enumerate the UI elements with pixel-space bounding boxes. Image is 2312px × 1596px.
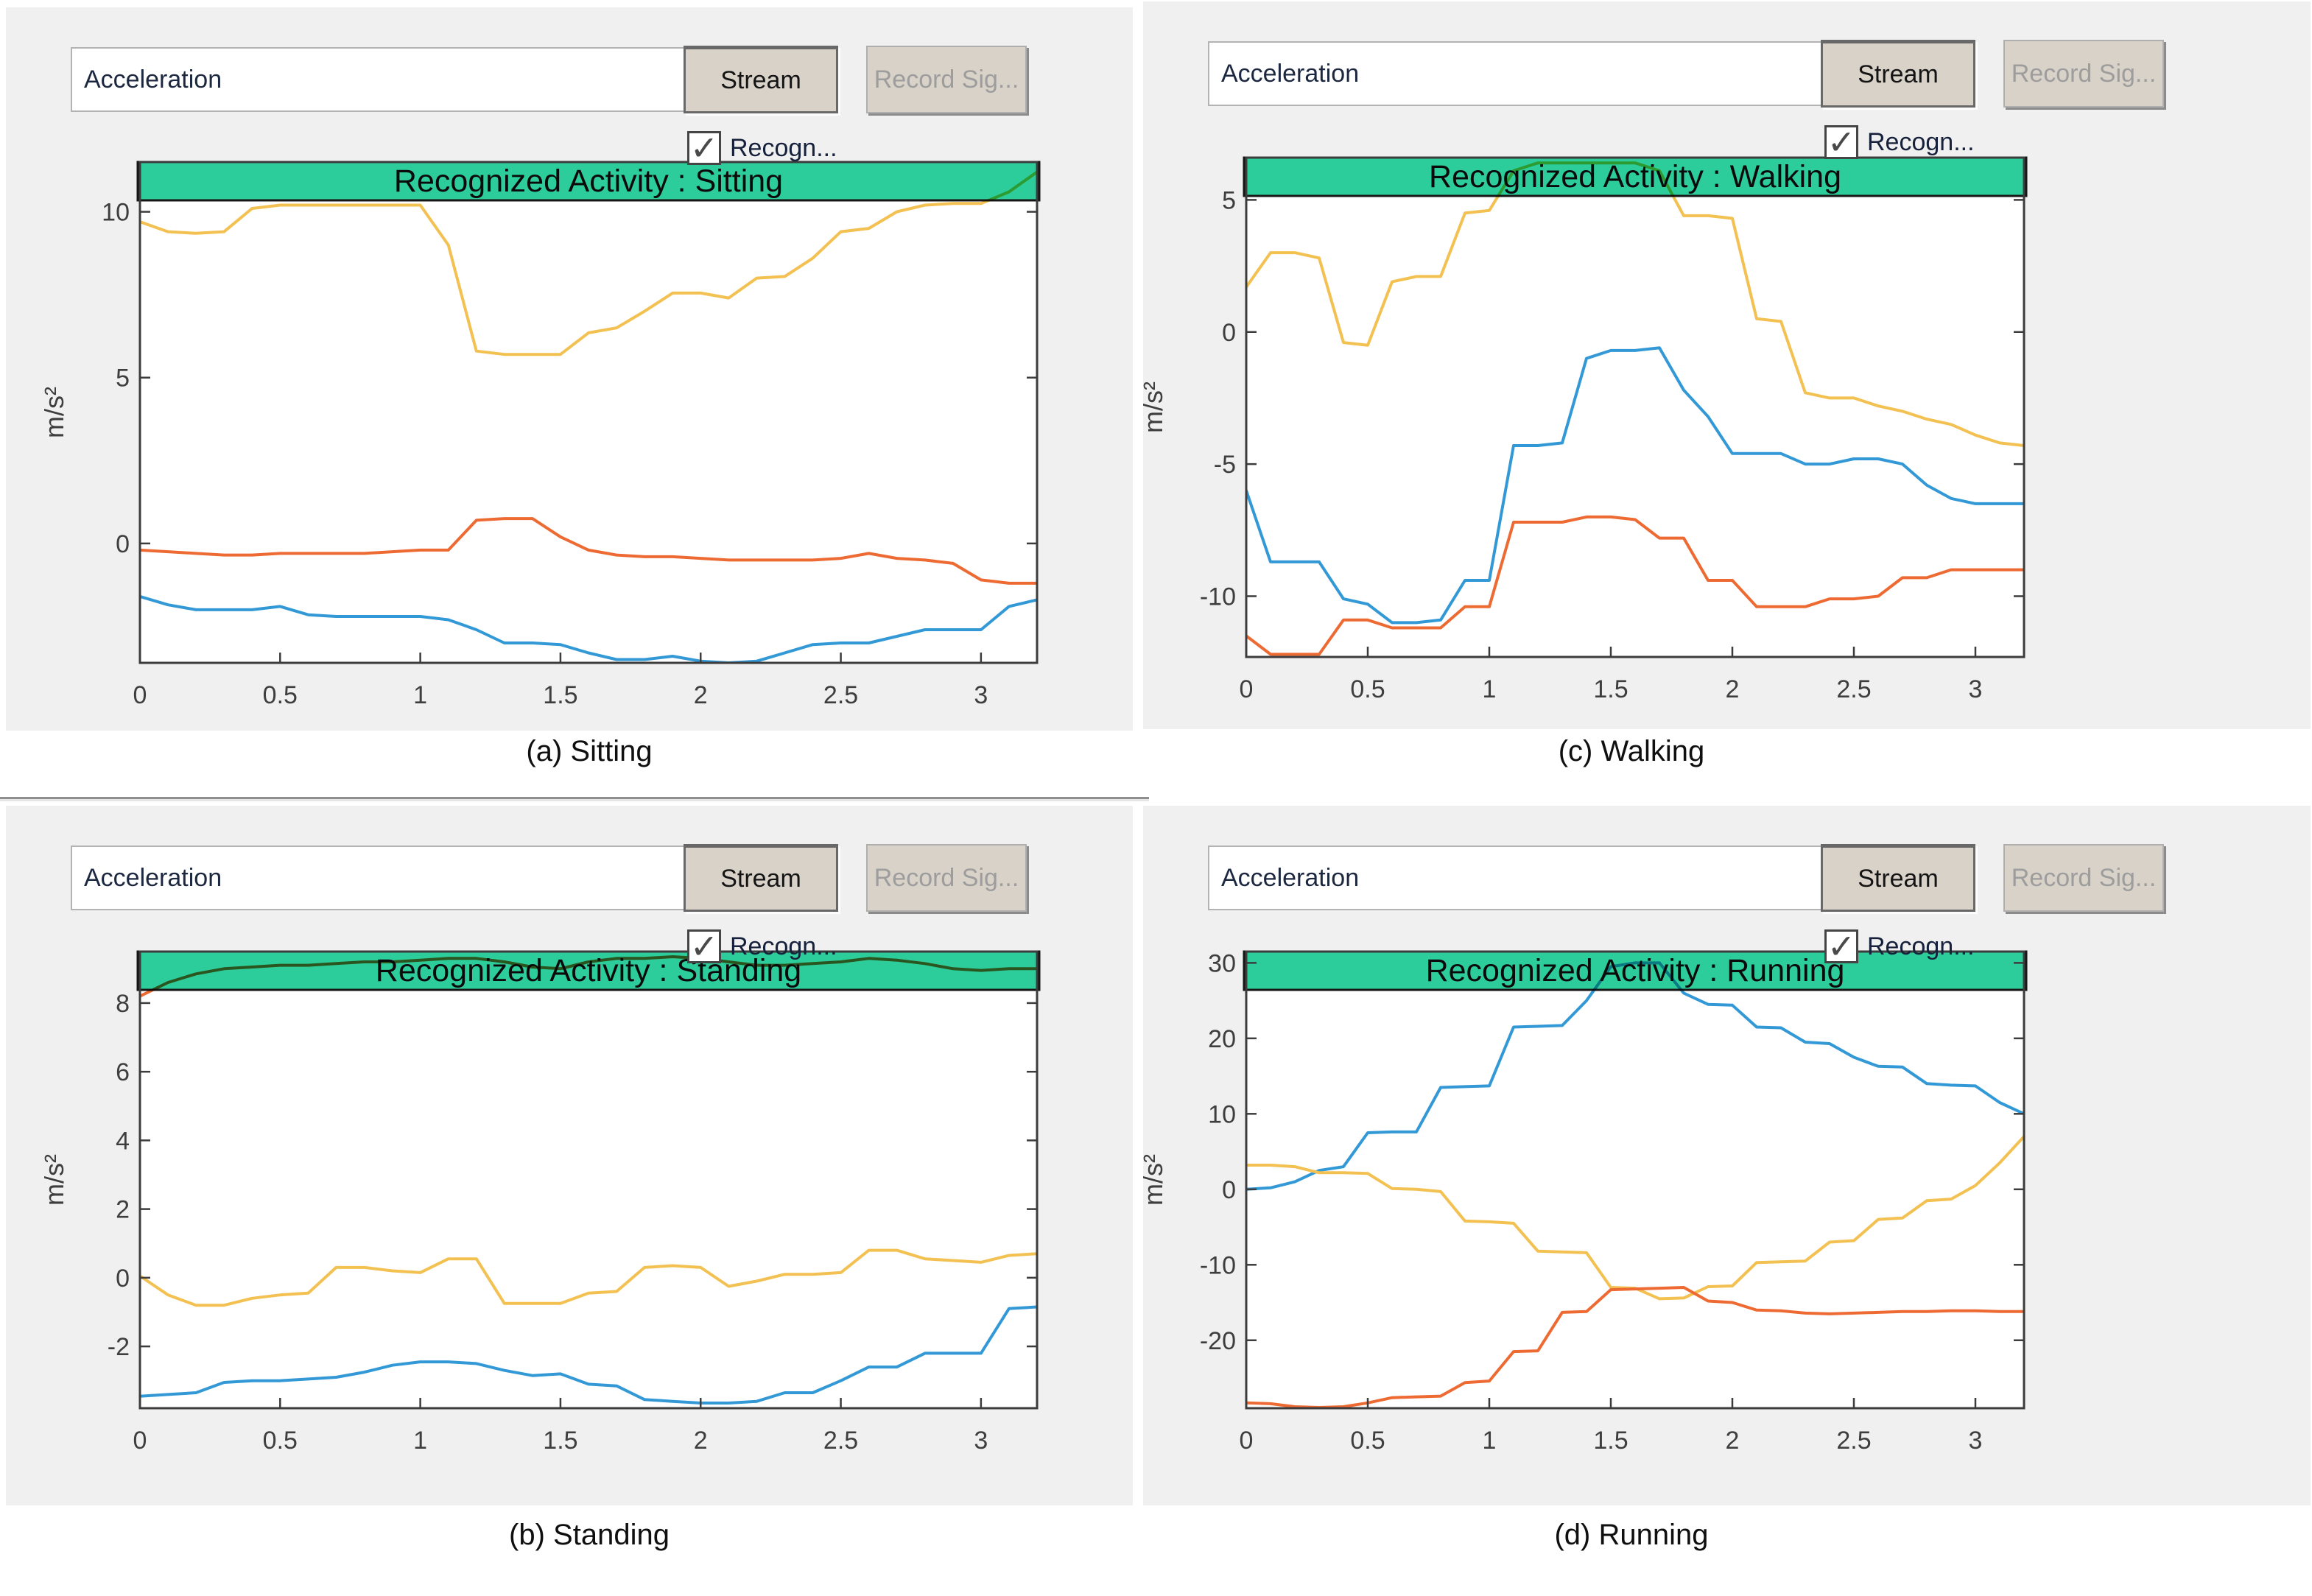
svg-text:-20: -20 xyxy=(1200,1327,1236,1355)
svg-text:0.5: 0.5 xyxy=(1350,675,1385,703)
svg-text:2: 2 xyxy=(116,1196,130,1224)
svg-text:0: 0 xyxy=(1222,1176,1236,1204)
svg-text:0: 0 xyxy=(133,1427,147,1455)
svg-text:0: 0 xyxy=(1222,319,1236,347)
panel-caption: (d) Running xyxy=(1554,1519,1709,1551)
activity-chart: 10 5 0 0 0.5 1 1.5 2 2.5 3 Recognized Activity : S… xyxy=(39,161,1041,709)
svg-text:2.5: 2.5 xyxy=(823,681,858,709)
stream-button[interactable]: Stream xyxy=(1821,40,1975,108)
svg-text:1.5: 1.5 xyxy=(1593,675,1628,703)
activity-panel: 10 5 0 0 0.5 1 1.5 2 2.5 3 Recognized Activity : S… xyxy=(6,7,1133,731)
recognize-checkbox-row: ✓ Recogn... xyxy=(1824,125,1975,159)
svg-text:10: 10 xyxy=(102,199,130,227)
svg-text:20: 20 xyxy=(1208,1025,1236,1053)
sensor-dropdown[interactable]: Acceleration ⌄ xyxy=(71,47,742,112)
svg-text:1: 1 xyxy=(1483,1427,1497,1455)
stream-button[interactable]: Stream xyxy=(684,844,838,912)
svg-text:2: 2 xyxy=(1726,675,1740,703)
svg-text:1.5: 1.5 xyxy=(543,1427,577,1455)
recognize-checkbox-row: ✓ Recogn... xyxy=(687,131,837,165)
svg-text:2.5: 2.5 xyxy=(1836,1427,1871,1455)
activity-chart: 5 0 -5 -10 0 0.5 1 1.5 2 2.5 3 Recognized Activity … xyxy=(1143,156,2028,703)
svg-text:5: 5 xyxy=(1222,186,1236,214)
recognize-checkbox-row: ✓ Recogn... xyxy=(1824,929,1975,963)
recognize-checkbox[interactable]: ✓ xyxy=(687,131,721,165)
record-signal-button[interactable]: Record Sig... xyxy=(866,844,1027,912)
recognize-checkbox-label: Recogn... xyxy=(730,133,837,162)
svg-text:4: 4 xyxy=(116,1127,130,1155)
sensor-dropdown[interactable]: Acceleration ⌄ xyxy=(1208,846,1880,910)
svg-text:-5: -5 xyxy=(1214,451,1236,479)
stream-button[interactable]: Stream xyxy=(1821,844,1975,912)
svg-text:1.5: 1.5 xyxy=(1593,1427,1628,1455)
svg-text:Recognized Activity : Standing: Recognized Activity : Standing xyxy=(376,953,801,988)
svg-text:2.5: 2.5 xyxy=(823,1427,858,1455)
svg-text:0: 0 xyxy=(133,681,147,709)
svg-text:1: 1 xyxy=(413,1427,427,1455)
svg-text:Recognized Activity : Walking: Recognized Activity : Walking xyxy=(1429,159,1841,194)
svg-text:1: 1 xyxy=(1483,675,1497,703)
svg-text:m/s²: m/s² xyxy=(39,387,69,438)
panel-caption: (c) Walking xyxy=(1558,735,1705,767)
svg-text:1: 1 xyxy=(413,681,427,709)
svg-text:2: 2 xyxy=(1726,1427,1740,1455)
panel-caption: (b) Standing xyxy=(509,1519,670,1551)
sensor-dropdown-value: Acceleration xyxy=(84,65,222,94)
svg-text:3: 3 xyxy=(1969,1427,1983,1455)
svg-text:0.5: 0.5 xyxy=(263,1427,298,1455)
sensor-dropdown-value: Acceleration xyxy=(84,863,222,892)
sensor-dropdown-value: Acceleration xyxy=(1221,59,1360,88)
sensor-dropdown-value: Acceleration xyxy=(1221,863,1360,892)
svg-text:m/s²: m/s² xyxy=(1143,1154,1168,1206)
sensor-dropdown[interactable]: Acceleration ⌄ xyxy=(1208,41,1880,106)
svg-text:m/s²: m/s² xyxy=(39,1154,69,1206)
activity-panel: 30 20 10 0 -10 -20 0 0.5 1 1.5 2 2.5 3 Recognized Act… xyxy=(1143,806,2311,1505)
svg-text:Recognized Activity : Sitting: Recognized Activity : Sitting xyxy=(394,164,783,199)
svg-text:Recognized Activity : Running: Recognized Activity : Running xyxy=(1426,953,1845,988)
panel-caption: (a) Sitting xyxy=(526,735,653,767)
svg-text:30: 30 xyxy=(1208,949,1236,977)
svg-text:3: 3 xyxy=(1969,675,1983,703)
activity-chart: 8 6 4 2 0 -2 0 0.5 1 1.5 2 2.5 3 Recognized Activity … xyxy=(39,950,1041,1455)
recognize-checkbox-label: Recogn... xyxy=(1867,127,1975,156)
svg-text:0: 0 xyxy=(1240,1427,1254,1455)
recognize-checkbox[interactable]: ✓ xyxy=(687,929,721,963)
svg-text:8: 8 xyxy=(116,990,130,1018)
svg-text:-10: -10 xyxy=(1200,583,1236,611)
svg-text:10: 10 xyxy=(1208,1100,1236,1128)
svg-text:3: 3 xyxy=(974,1427,988,1455)
stream-button[interactable]: Stream xyxy=(684,46,838,113)
activity-panel: 5 0 -5 -10 0 0.5 1 1.5 2 2.5 3 Recognized Activity … xyxy=(1143,1,2311,729)
sensor-dropdown[interactable]: Acceleration ⌄ xyxy=(71,846,742,910)
recognize-checkbox-label: Recogn... xyxy=(730,932,837,960)
svg-text:1.5: 1.5 xyxy=(543,681,577,709)
recognize-checkbox-row: ✓ Recogn... xyxy=(687,929,837,963)
svg-text:0.5: 0.5 xyxy=(263,681,298,709)
record-signal-button[interactable]: Record Sig... xyxy=(2003,844,2164,912)
svg-text:2.5: 2.5 xyxy=(1836,675,1871,703)
svg-text:5: 5 xyxy=(116,365,130,393)
activity-chart: 30 20 10 0 -10 -20 0 0.5 1 1.5 2 2.5 3 Recognized Act… xyxy=(1143,949,2028,1455)
svg-text:6: 6 xyxy=(116,1058,130,1086)
record-signal-button[interactable]: Record Sig... xyxy=(2003,40,2164,108)
svg-text:2: 2 xyxy=(694,681,708,709)
svg-text:m/s²: m/s² xyxy=(1143,382,1168,433)
svg-text:0: 0 xyxy=(116,530,130,558)
row-divider-line xyxy=(0,797,1149,799)
activity-panel: 8 6 4 2 0 -2 0 0.5 1 1.5 2 2.5 3 Recognized Activity … xyxy=(6,806,1133,1505)
svg-text:0: 0 xyxy=(1240,675,1254,703)
svg-text:-2: -2 xyxy=(108,1333,130,1361)
recognize-checkbox-label: Recogn... xyxy=(1867,932,1975,960)
svg-text:0.5: 0.5 xyxy=(1350,1427,1385,1455)
record-signal-button[interactable]: Record Sig... xyxy=(866,46,1027,113)
svg-text:3: 3 xyxy=(974,681,988,709)
svg-text:-10: -10 xyxy=(1200,1251,1236,1279)
recognize-checkbox[interactable]: ✓ xyxy=(1824,929,1858,963)
svg-text:2: 2 xyxy=(694,1427,708,1455)
recognize-checkbox[interactable]: ✓ xyxy=(1824,125,1858,159)
svg-text:0: 0 xyxy=(116,1265,130,1293)
